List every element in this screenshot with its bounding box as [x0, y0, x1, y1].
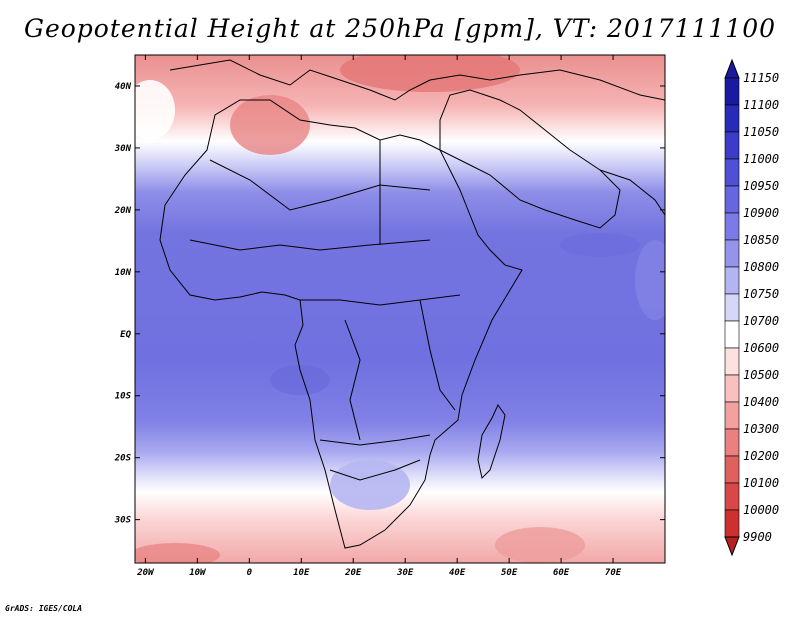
x-tick-label: 30E — [396, 568, 414, 578]
x-tick-label: 40E — [449, 568, 466, 578]
colorbar-swatch — [724, 455, 740, 484]
colorbar-label: 11050 — [743, 125, 779, 139]
colorbar-swatch — [724, 293, 740, 322]
arabia-coastline — [439, 89, 621, 229]
asia-coastline — [599, 169, 665, 216]
colorbar-swatch — [724, 239, 740, 268]
colorbar-label: 10400 — [743, 395, 779, 409]
colorbar-swatch — [724, 347, 740, 376]
x-axis-ticks: 20W 10W 0 10E 20E 30E 40E 50E 60E 70E — [136, 55, 622, 578]
y-tick-label: 10N — [115, 268, 132, 278]
colorbar-swatch — [724, 104, 740, 133]
colorbar-label: 10000 — [743, 503, 779, 517]
colorbar-label: 10100 — [743, 476, 779, 490]
colorbar-swatch — [724, 428, 740, 457]
border-south2 — [329, 459, 421, 481]
y-tick-label: 30S — [114, 516, 132, 526]
coastlines — [159, 59, 665, 549]
colorbar-label: 10950 — [743, 179, 779, 193]
colorbar-label: 10750 — [743, 287, 779, 301]
colorbar-swatch — [724, 185, 740, 214]
colorbar-label: 10900 — [743, 206, 779, 220]
y-tick-label: 20S — [114, 454, 132, 464]
colorbar-label: 11150 — [743, 71, 779, 85]
x-tick-label: 50E — [501, 568, 518, 578]
colorbar: 11150 11100 11050 11000 10950 10900 10850 10800… — [724, 58, 779, 557]
y-tick-label: 40N — [115, 82, 132, 92]
colorbar-label: 10600 — [743, 341, 779, 355]
colorbar-swatch — [724, 131, 740, 160]
x-tick-label: 20W — [136, 568, 155, 578]
height-field — [135, 55, 665, 563]
x-tick-label: 70E — [605, 568, 622, 578]
x-tick-label: 0 — [247, 568, 253, 578]
colorbar-label: 10850 — [743, 233, 779, 247]
x-tick-label: 60E — [553, 568, 570, 578]
chart-title: Geopotential Height at 250hPa [gpm], VT:… — [23, 14, 777, 43]
border-central — [300, 294, 461, 306]
border-congo — [344, 319, 361, 441]
y-tick-label: 10S — [115, 392, 132, 402]
border-south — [319, 434, 431, 446]
colorbar-label: 10300 — [743, 422, 779, 436]
colorbar-swatch — [724, 401, 740, 430]
border-east — [419, 299, 456, 411]
colorbar-swatch — [724, 158, 740, 187]
y-tick-label: EQ — [120, 330, 131, 340]
colorbar-swatch — [724, 509, 740, 538]
y-tick-label: 20N — [114, 206, 132, 216]
x-tick-label: 10W — [189, 568, 207, 578]
y-tick-label: 30N — [114, 144, 132, 154]
colorbar-swatch — [724, 320, 740, 349]
colorbar-swatch — [724, 374, 740, 403]
europe-coastline — [169, 59, 665, 101]
border-sahara — [209, 159, 431, 211]
colorbar-top-arrow — [724, 58, 740, 79]
colorbar-swatch — [724, 77, 740, 106]
credit-label: GrADS: IGES/COLA — [5, 604, 83, 613]
colorbar-swatch — [724, 482, 740, 511]
colorbar-swatch — [724, 266, 740, 295]
plot-frame — [134, 54, 666, 564]
x-tick-label: 20E — [344, 568, 362, 578]
colorbar-label: 11000 — [743, 152, 779, 166]
colorbar-label: 10800 — [743, 260, 779, 274]
colorbar-label: 11100 — [743, 98, 779, 112]
colorbar-label: 10700 — [743, 314, 779, 328]
y-axis-ticks: 40N 30N 20N 10N EQ 10S 20S 30S — [114, 82, 665, 526]
colorbar-bottom-arrow — [724, 536, 740, 557]
colorbar-label: 10200 — [743, 449, 779, 463]
colorbar-label: 9900 — [743, 530, 772, 544]
africa-coastline — [159, 99, 523, 549]
colorbar-label: 10500 — [743, 368, 779, 382]
x-tick-label: 10E — [293, 568, 310, 578]
colorbar-swatch — [724, 212, 740, 241]
madagascar-coastline — [477, 404, 506, 479]
